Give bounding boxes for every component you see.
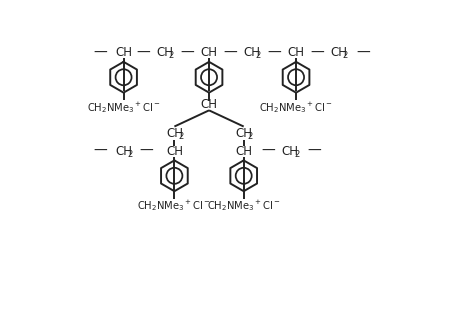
Text: 2: 2 — [255, 51, 261, 60]
Text: 2: 2 — [343, 51, 348, 60]
Text: —: — — [140, 144, 154, 158]
Text: CH: CH — [115, 46, 132, 59]
Text: —: — — [262, 144, 275, 158]
Text: —: — — [308, 144, 321, 158]
Text: —: — — [93, 144, 107, 158]
Text: CH$_2$NMe$_3$$^+$Cl$^-$: CH$_2$NMe$_3$$^+$Cl$^-$ — [137, 198, 211, 213]
Text: 2: 2 — [248, 132, 253, 141]
Text: CH: CH — [330, 46, 347, 59]
Text: CH: CH — [201, 99, 218, 112]
Text: CH$_2$NMe$_3$$^+$Cl$^-$: CH$_2$NMe$_3$$^+$Cl$^-$ — [87, 100, 161, 115]
Text: —: — — [223, 46, 237, 60]
Text: CH: CH — [288, 46, 305, 59]
Text: 2: 2 — [169, 51, 174, 60]
Text: CH$_2$NMe$_3$$^+$Cl$^-$: CH$_2$NMe$_3$$^+$Cl$^-$ — [207, 198, 281, 213]
Text: CH: CH — [115, 145, 132, 158]
Text: 2: 2 — [128, 150, 133, 159]
Text: —: — — [268, 46, 282, 60]
Text: CH: CH — [243, 46, 260, 59]
Text: CH: CH — [201, 46, 218, 59]
Text: —: — — [356, 46, 370, 60]
Text: CH: CH — [282, 145, 299, 158]
Text: CH: CH — [235, 127, 252, 140]
Text: —: — — [93, 46, 107, 60]
Text: —: — — [137, 46, 150, 60]
Text: CH$_2$NMe$_3$$^+$Cl$^-$: CH$_2$NMe$_3$$^+$Cl$^-$ — [259, 100, 333, 115]
Text: CH: CH — [166, 145, 183, 158]
Text: CH: CH — [166, 127, 183, 140]
Text: CH: CH — [235, 145, 252, 158]
Text: —: — — [181, 46, 194, 60]
Text: 2: 2 — [179, 132, 184, 141]
Text: CH: CH — [156, 46, 173, 59]
Text: 2: 2 — [294, 150, 300, 159]
Text: —: — — [310, 46, 324, 60]
